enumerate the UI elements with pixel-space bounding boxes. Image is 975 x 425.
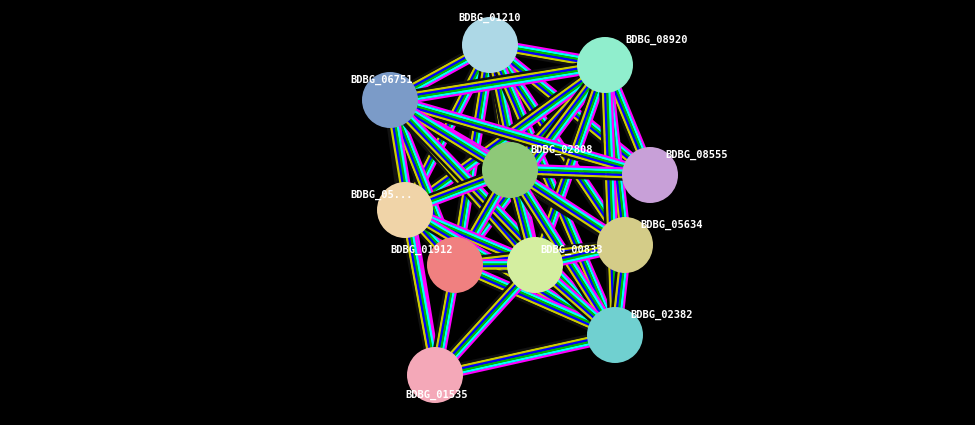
Text: BDBG_06751: BDBG_06751 [350,75,412,85]
Text: BDBG_00833: BDBG_00833 [540,245,603,255]
Circle shape [622,147,678,203]
Circle shape [597,217,653,273]
Circle shape [362,72,418,128]
Circle shape [377,182,433,238]
Text: BDBG_08555: BDBG_08555 [665,150,727,160]
Circle shape [482,142,538,198]
Text: BDBG_05634: BDBG_05634 [640,220,703,230]
Text: BDBG_02382: BDBG_02382 [630,310,692,320]
Text: BDBG_08920: BDBG_08920 [625,35,687,45]
Circle shape [577,37,633,93]
Circle shape [407,347,463,403]
Circle shape [587,307,643,363]
Circle shape [462,17,518,73]
Text: BDBG_01535: BDBG_01535 [405,390,467,400]
Circle shape [427,237,483,293]
Text: BDBG_02808: BDBG_02808 [530,145,593,155]
Text: BDBG_05...: BDBG_05... [350,190,412,200]
Text: BDBG_01210: BDBG_01210 [459,13,522,23]
Circle shape [507,237,563,293]
Text: BDBG_01912: BDBG_01912 [390,245,452,255]
